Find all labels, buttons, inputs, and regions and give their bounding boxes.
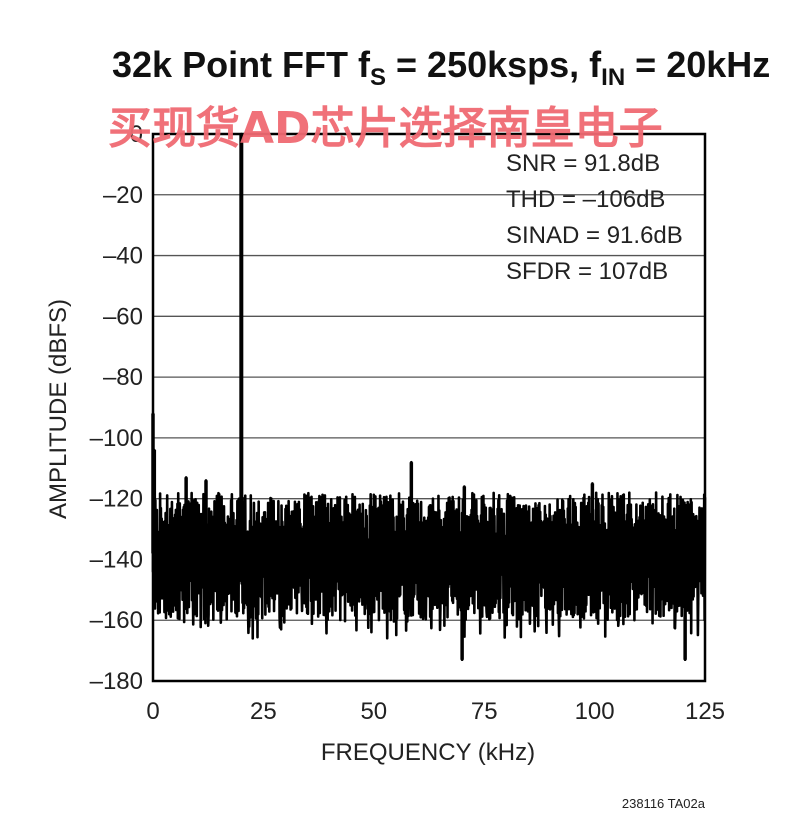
y-axis-label: AMPLITUDE (dBFS) [45, 299, 72, 519]
y-tick-label-3: –60 [103, 303, 143, 330]
annotation-1: THD = –106dB [506, 186, 665, 213]
title-mid: = 250ksps, f [386, 44, 602, 85]
watermark-text: 买现货AD芯片选择南皇电子 [108, 103, 663, 154]
y-tick-label-8: –160 [90, 607, 143, 634]
title-sub2: IN [601, 64, 625, 91]
x-tick-label-4: 100 [575, 698, 615, 725]
annotation-0: SNR = 91.8dB [506, 150, 660, 177]
y-tick-label-6: –120 [90, 486, 143, 513]
y-tick-label-1: –20 [103, 182, 143, 209]
x-tick-label-5: 125 [685, 698, 725, 725]
x-tick-label-0: 0 [146, 698, 159, 725]
title-main: 32k Point FFT f [112, 44, 371, 85]
metrics-annotations: SNR = 91.8dB THD = –106dB SINAD = 91.6dB SF… [506, 150, 683, 285]
y-tick-label-2: –40 [103, 243, 143, 270]
fft-trace [151, 132, 707, 662]
title-end: = 20kHz [625, 44, 770, 85]
y-tick-label-4: –80 [103, 364, 143, 391]
x-axis-label: FREQUENCY (kHz) [321, 739, 535, 766]
annotation-3: SFDR = 107dB [506, 258, 668, 285]
y-tick-label-0: 0 [130, 121, 143, 148]
annotation-2: SINAD = 91.6dB [506, 222, 683, 249]
y-tick-label-7: –140 [90, 546, 143, 573]
chart-title: 32k Point FFT fS = 250ksps, fIN = 20kHz [112, 44, 770, 91]
x-tick-label-3: 75 [471, 698, 498, 725]
figure-id: 238116 TA02a [622, 796, 706, 811]
y-tick-label-9: –180 [90, 668, 143, 695]
y-tick-label-5: –100 [90, 425, 143, 452]
x-tick-labels: 0 25 50 75 100 125 [146, 698, 725, 725]
x-tick-label-1: 25 [250, 698, 277, 725]
title-sub1: S [370, 64, 386, 91]
y-tick-labels: 0 –20 –40 –60 –80 –100 –120 –140 –160 –180 [90, 121, 143, 695]
plot-frame [151, 132, 707, 683]
x-tick-label-2: 50 [360, 698, 387, 725]
